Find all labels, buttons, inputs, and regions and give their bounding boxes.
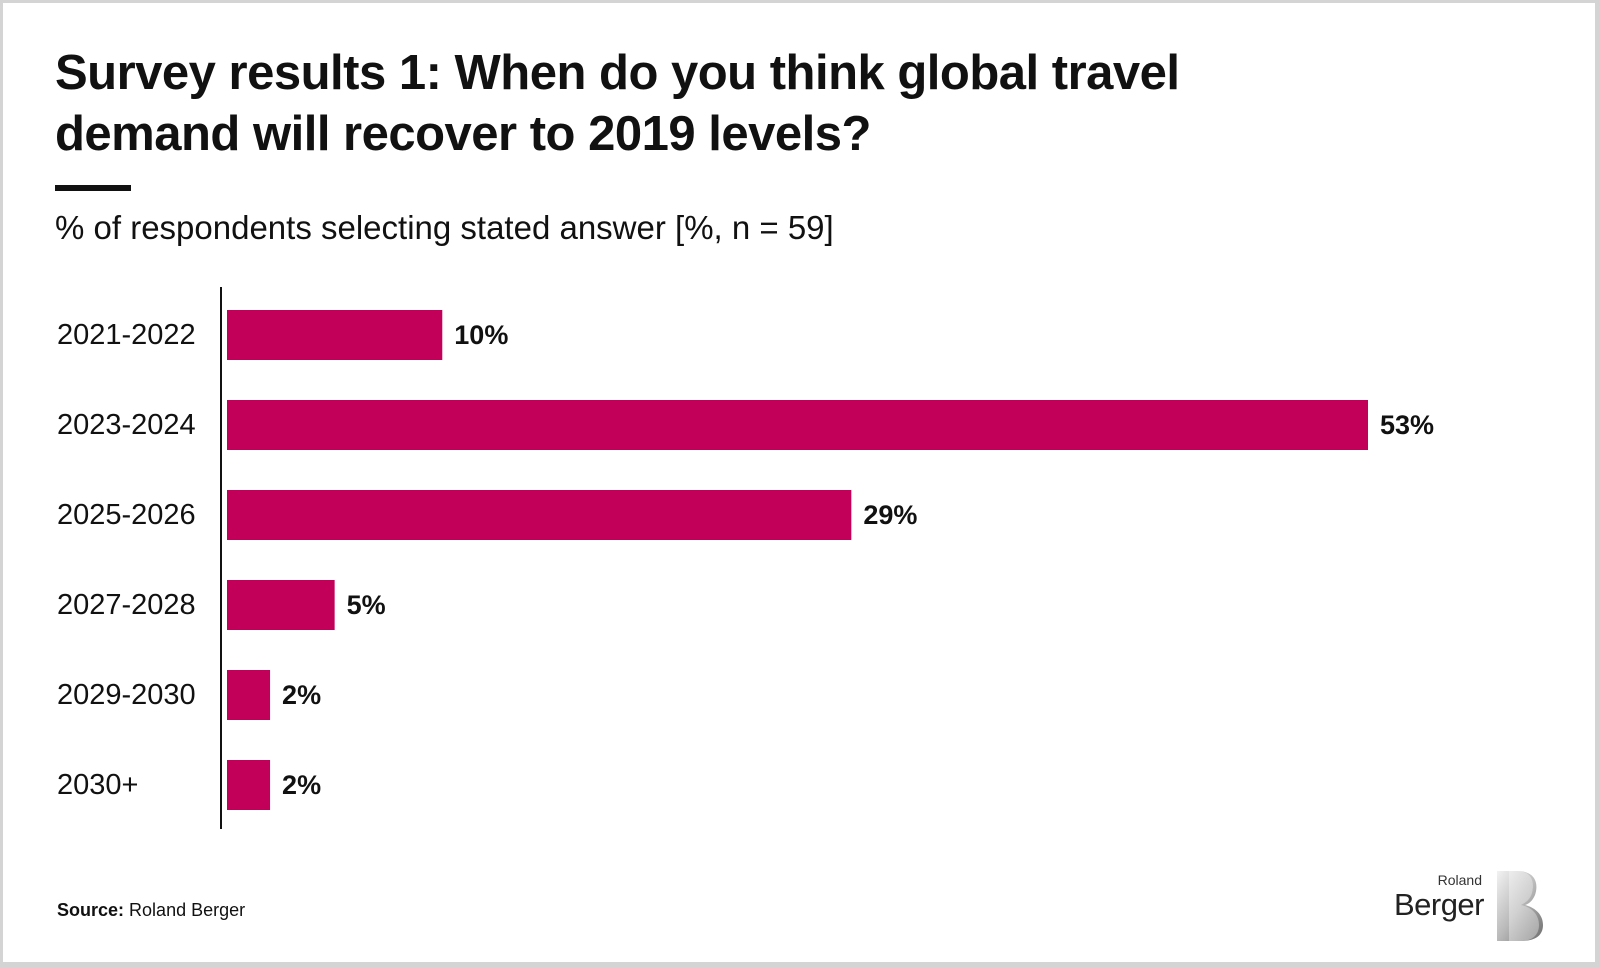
data-label: 5% — [347, 590, 386, 620]
title-underline — [55, 185, 131, 191]
source-note: Source: Roland Berger — [57, 900, 245, 921]
bar — [227, 580, 335, 630]
data-label: 53% — [1380, 410, 1434, 440]
bar — [227, 490, 852, 540]
bar — [227, 310, 443, 360]
chart-subtitle: % of respondents selecting stated answer… — [55, 209, 834, 246]
bar — [227, 670, 271, 720]
logo-b-mark-icon — [1497, 871, 1543, 941]
roland-berger-logo: Roland Berger — [1393, 867, 1553, 947]
source-text: Roland Berger — [129, 900, 246, 920]
chart-card: Survey results 1: When do you think glob… — [3, 3, 1595, 962]
category-label: 2023-2024 — [57, 409, 196, 441]
logo-text-roland: Roland — [1437, 872, 1482, 888]
chart-title: Survey results 1: When do you think glob… — [55, 46, 1180, 161]
category-label: 2029-2030 — [57, 679, 196, 711]
bar-chart: 2021-2022 10% 2023-2024 53% 2025-2026 29% 2027… — [57, 287, 1434, 829]
source-label: Source: — [57, 900, 125, 920]
data-label: 2% — [282, 770, 321, 800]
bar — [227, 400, 1368, 450]
data-label: 2% — [282, 680, 321, 710]
data-label: 29% — [863, 500, 917, 530]
category-label: 2030+ — [57, 769, 138, 801]
bar — [227, 760, 271, 810]
data-label: 10% — [454, 320, 508, 350]
logo-text-berger: Berger — [1393, 887, 1485, 922]
category-label: 2025-2026 — [57, 499, 196, 531]
category-label: 2021-2022 — [57, 319, 196, 351]
category-label: 2027-2028 — [57, 589, 196, 621]
